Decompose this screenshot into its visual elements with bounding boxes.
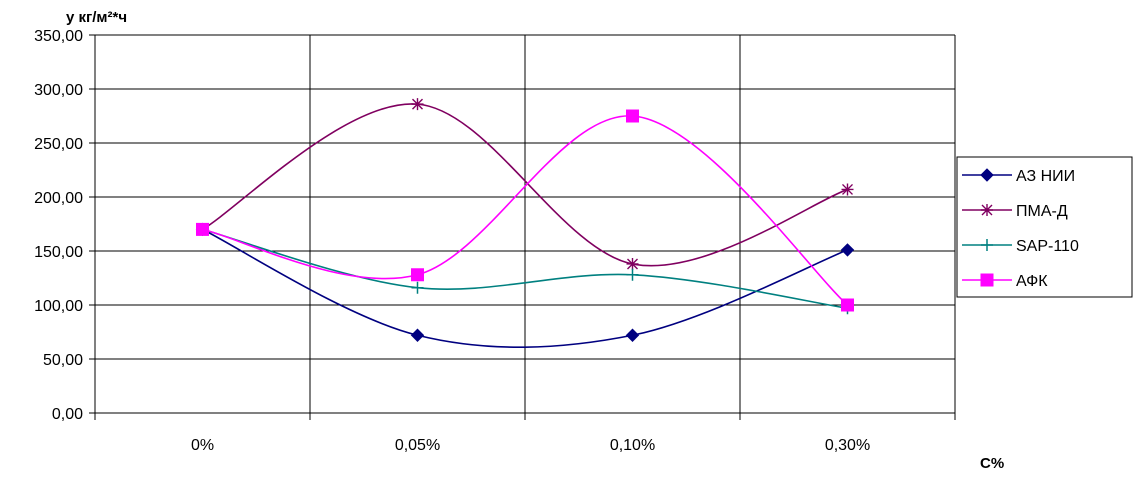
x-axis-title: C% <box>980 455 1004 472</box>
marker-diamond <box>840 243 855 257</box>
series-line <box>202 103 848 267</box>
marker-diamond <box>410 328 425 342</box>
y-axis-title: y кг/м²*ч <box>66 9 127 26</box>
y-tick-label: 100,00 <box>34 298 83 315</box>
legend-label: АЗ НИИ <box>1016 168 1075 185</box>
legend-label: ПМА-Д <box>1016 203 1068 220</box>
series-line <box>202 115 849 306</box>
marker-star <box>411 98 424 111</box>
y-tick-label: 50,00 <box>43 352 83 369</box>
grid <box>94 34 956 414</box>
y-tick-label: 300,00 <box>34 82 83 99</box>
marker-star <box>841 183 854 196</box>
legend-item: SAP-110 <box>962 238 1079 255</box>
y-tick-label: 150,00 <box>34 244 83 261</box>
y-tick-label: 350,00 <box>34 28 83 45</box>
marker-diamond <box>980 168 994 182</box>
x-tick-label: 0,05% <box>395 437 440 454</box>
x-tick-label: 0% <box>191 437 214 454</box>
marker-plus <box>411 281 424 294</box>
y-tick-label: 250,00 <box>34 136 83 153</box>
marker-square <box>980 273 994 287</box>
marker-square <box>411 268 424 282</box>
marker-square <box>841 298 854 312</box>
x-tick-label: 0,30% <box>825 437 870 454</box>
legend-item: ПМА-Д <box>962 203 1068 220</box>
x-tick-label: 0,10% <box>610 437 655 454</box>
legend-label: SAP-110 <box>1016 238 1079 255</box>
y-tick-label: 200,00 <box>34 190 83 207</box>
legend-item: АЗ НИИ <box>962 168 1075 185</box>
legend-item: АФК <box>962 273 1048 290</box>
legend: АЗ НИИ ПМА-Д SAP-110 АФК <box>956 156 1133 298</box>
marker-diamond <box>625 328 640 342</box>
series-line <box>202 228 848 310</box>
marker-plus <box>981 239 993 251</box>
series-3 <box>196 109 854 312</box>
marker-star <box>626 257 639 270</box>
axes: 0,00 50,00 100,00 150,00 200,00 250,00 300,00 3… <box>34 28 956 454</box>
marker-square <box>626 109 639 123</box>
legend-label: АФК <box>1016 273 1048 290</box>
marker-square <box>196 222 209 236</box>
marker-star <box>981 204 993 216</box>
y-tick-label: 0,00 <box>52 406 83 423</box>
marker-plus <box>626 268 639 281</box>
series-layer <box>195 98 855 349</box>
